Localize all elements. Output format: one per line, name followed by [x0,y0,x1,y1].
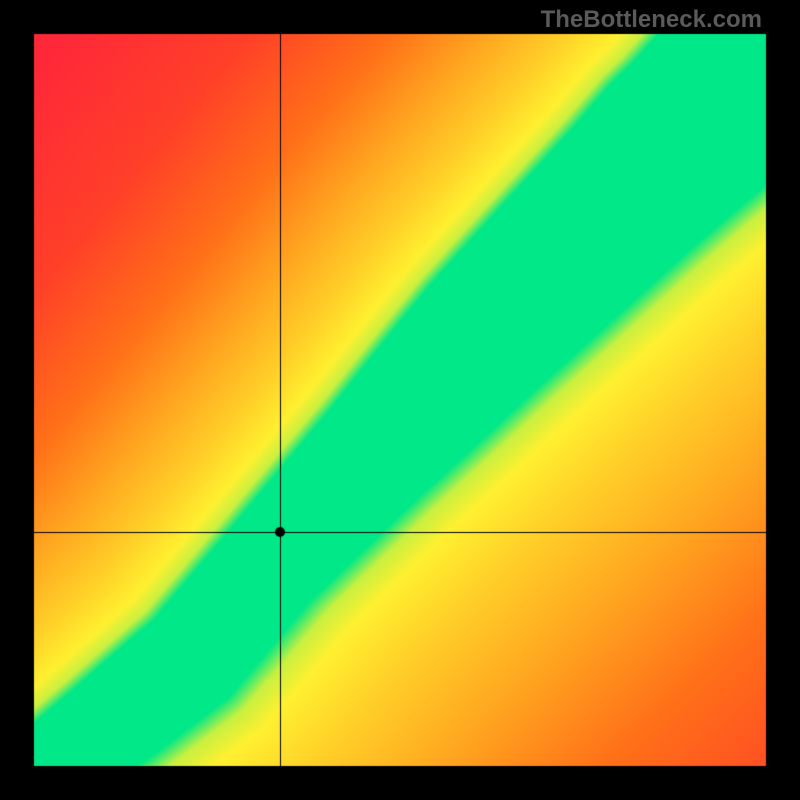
watermark-text: TheBottleneck.com [541,6,762,34]
chart-container: TheBottleneck.com [0,0,800,800]
heatmap-canvas [0,0,800,800]
